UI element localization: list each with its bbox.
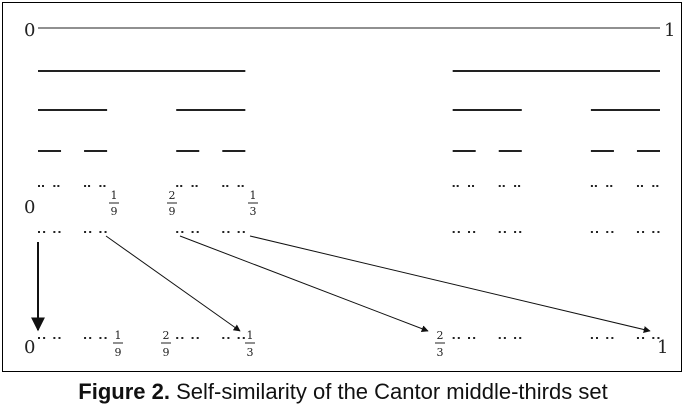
fraction-denominator: 3 [250, 205, 257, 218]
fraction-numerator: 2 [169, 189, 176, 202]
arrow-two-ninths-to-two-thirds [179, 235, 429, 333]
fraction-denominator: 9 [169, 205, 176, 218]
arrow-ninth-to-third [105, 235, 241, 332]
fraction-two-ninths-bottom: 2 9 [161, 329, 171, 359]
fraction-numerator: 1 [247, 329, 254, 342]
fraction-two-thirds-bottom: 2 3 [435, 329, 445, 359]
label-zero-top: 0 [24, 20, 35, 41]
fraction-denominator: 9 [111, 205, 118, 218]
fraction-one-ninth-mid: 1 9 [109, 189, 119, 218]
caption-label: Figure 2. [78, 379, 170, 404]
label-zero-mid: 0 [24, 197, 35, 218]
figure-frame [2, 2, 682, 372]
fraction-numerator: 2 [163, 329, 170, 342]
fraction-one-third-mid: 1 3 [248, 189, 258, 218]
fraction-numerator: 2 [437, 329, 444, 342]
caption-text: Self-similarity of the Cantor middle-thi… [169, 379, 608, 404]
fraction-numerator: 1 [111, 189, 118, 202]
fraction-denominator: 9 [163, 346, 170, 359]
fraction-one-third-bottom: 1 3 [245, 329, 255, 359]
fraction-two-ninths-mid: 2 9 [167, 189, 177, 218]
fraction-numerator: 1 [115, 329, 122, 342]
cantor-segments [38, 27, 660, 339]
arrow-third-to-one [249, 235, 651, 333]
fraction-denominator: 9 [115, 346, 122, 359]
label-zero-bottom: 0 [24, 337, 35, 358]
label-one-top: 1 [664, 20, 675, 41]
mapping-arrows [31, 235, 651, 333]
label-one-bottom: 1 [657, 337, 668, 358]
fraction-numerator: 1 [250, 189, 257, 202]
figure-caption: Figure 2. Self-similarity of the Cantor … [0, 378, 686, 406]
cantor-diagram: 0 1 0 1 9 2 9 1 3 0 1 9 2 9 1 3 2 3 1 [24, 20, 675, 359]
fraction-one-ninth-bottom: 1 9 [113, 329, 123, 359]
fraction-denominator: 3 [437, 346, 444, 359]
fraction-denominator: 3 [247, 346, 254, 359]
